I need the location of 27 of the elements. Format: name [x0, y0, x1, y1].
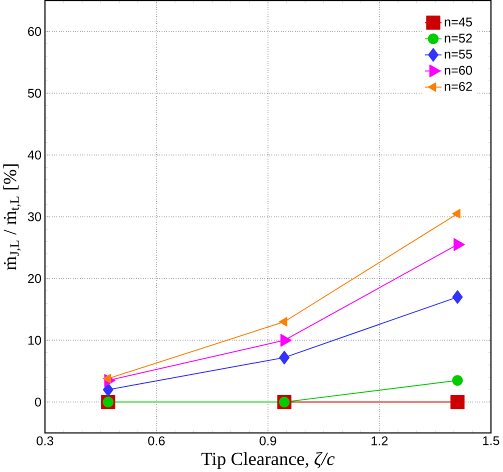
- legend-label: n=60: [444, 66, 472, 75]
- point: [279, 350, 290, 364]
- legend-label: n=45: [444, 18, 472, 26]
- legend-label: n=62: [444, 82, 472, 91]
- legend-label: n=55: [444, 50, 472, 59]
- y-tick-label: 20: [28, 274, 42, 283]
- x-tick-label: 0.9: [260, 436, 276, 446]
- x-tick-label: 0.3: [36, 436, 54, 446]
- point: [278, 316, 288, 326]
- legend-label: n=52: [444, 34, 472, 43]
- point: [102, 382, 114, 396]
- point: [452, 374, 463, 386]
- y-tick-label: 10: [28, 336, 42, 345]
- x-axis-title: Tip Clearance, ζ/c: [201, 452, 335, 469]
- point: [452, 208, 460, 218]
- y-tick-label: 0: [34, 397, 42, 406]
- point: [102, 374, 112, 384]
- point: [450, 394, 465, 410]
- y-tick-label: 50: [28, 88, 42, 98]
- y-tick-label: 40: [28, 150, 42, 160]
- x-tick-label: 1.5: [483, 436, 500, 446]
- x-tick-label: 0.6: [148, 436, 165, 446]
- y-tick-label: 30: [28, 212, 42, 222]
- point: [452, 290, 463, 304]
- y-axis-title: ṁ$_{J,L}$ / ṁ$_{t,L}$ [%]: [3, 164, 21, 270]
- x-tick-label: 1.2: [372, 436, 388, 446]
- y-tick-label: 60: [28, 26, 42, 36]
